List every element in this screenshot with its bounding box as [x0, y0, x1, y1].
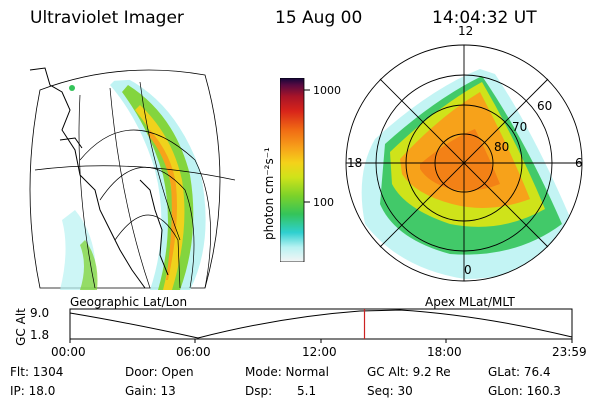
sequence-number: Seq: 30	[367, 384, 413, 398]
time-tick-0600: 06:00	[176, 345, 211, 359]
mlt-label-6: 6	[575, 156, 583, 170]
dsp-label: Dsp:	[245, 384, 273, 398]
mlat-label-60: 60	[537, 99, 553, 113]
polar-plot	[345, 44, 583, 282]
altitude-axis-label: GC Alt	[14, 308, 28, 346]
polar-caption: Apex MLat/MLT	[425, 295, 515, 309]
mode-value: Mode: Normal	[245, 365, 329, 379]
gc-altitude: GC Alt: 9.2 Re	[367, 365, 451, 379]
altitude-tick-9: 9.0	[30, 306, 50, 320]
colorbar	[280, 78, 310, 262]
coastline	[29, 67, 169, 289]
colorbar-tick-1000: 1000	[313, 84, 341, 97]
mlt-label-18: 18	[347, 156, 363, 170]
altitude-curve	[69, 309, 573, 339]
geographic-longitude: GLon: 160.3	[488, 384, 561, 398]
mlat-label-70: 70	[512, 120, 528, 134]
mlat-label-80: 80	[494, 140, 510, 154]
date-label: 15 Aug 00	[275, 8, 363, 28]
time-tick-1200: 12:00	[302, 345, 337, 359]
colorbar-unit-label: photon cm⁻²s⁻¹	[262, 147, 276, 240]
emission-band-core	[148, 130, 177, 280]
ip-value: IP: 18.0	[10, 384, 56, 398]
door-status: Door: Open	[125, 365, 194, 379]
flight-number: Flt: 1304	[10, 365, 64, 379]
map-frame	[29, 69, 221, 289]
time-tick-2359: 23:59	[552, 345, 587, 359]
geographic-latitude: GLat: 76.4	[488, 365, 551, 379]
dsp-value: 5.1	[297, 384, 317, 398]
time-tick-0000: 00:00	[51, 345, 86, 359]
mlt-label-0: 0	[464, 263, 472, 277]
altitude-plot	[69, 308, 573, 343]
time-tick-1800: 18:00	[427, 345, 462, 359]
instrument-title: Ultraviolet Imager	[30, 8, 184, 28]
time-label: 14:04:32 UT	[432, 8, 537, 28]
colorbar-tick-100: 100	[313, 196, 334, 209]
gain-value: Gain: 13	[125, 384, 176, 398]
geo-caption: Geographic Lat/Lon	[70, 295, 188, 309]
mlt-label-12: 12	[458, 24, 474, 38]
geographic-map	[29, 67, 236, 290]
altitude-tick-1-8: 1.8	[30, 328, 50, 342]
